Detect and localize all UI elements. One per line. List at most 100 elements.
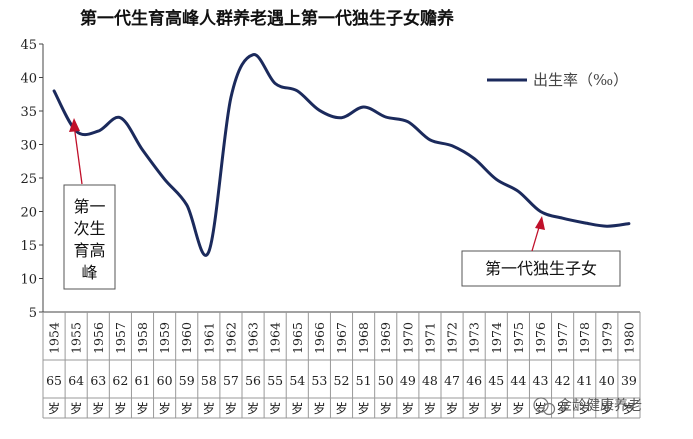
age-unit-label: 岁 [158, 401, 171, 416]
age-unit-label: 岁 [512, 401, 525, 416]
age-label: 62 [112, 373, 128, 388]
age-label: 39 [621, 373, 637, 388]
age-label: 58 [201, 373, 217, 388]
age-unit-label: 岁 [556, 401, 569, 416]
age-unit-label: 岁 [335, 401, 348, 416]
x-tick-label: 1954 [47, 322, 62, 354]
y-tick-label: 35 [20, 105, 37, 120]
age-label: 42 [555, 373, 571, 388]
x-tick-label: 1957 [113, 322, 128, 354]
age-unit-label: 岁 [490, 401, 503, 416]
age-label: 64 [68, 373, 84, 388]
x-tick-label: 1979 [599, 322, 614, 354]
age-label: 55 [267, 373, 283, 388]
age-unit-label: 岁 [136, 401, 149, 416]
chart-title: 第一代生育高峰人群养老遇上第一代独生子女赡养 [80, 8, 455, 29]
birth-rate-line [52, 53, 631, 257]
age-unit-label: 岁 [180, 401, 193, 416]
age-unit-label: 岁 [313, 401, 326, 416]
x-tick-label: 1972 [445, 322, 460, 354]
x-tick-label: 1975 [511, 322, 526, 354]
age-label: 41 [577, 373, 593, 388]
age-unit-label: 岁 [269, 401, 282, 416]
age-unit-label: 岁 [601, 401, 614, 416]
age-label: 54 [289, 373, 305, 388]
x-tick-label: 1955 [69, 322, 84, 354]
age-label: 45 [488, 373, 504, 388]
watermark: 金龄健康养老 [533, 397, 642, 416]
watermark-text: 金龄健康养老 [558, 397, 642, 414]
y-tick-label: 15 [20, 239, 37, 254]
annotation-box [461, 250, 621, 287]
age-label: 47 [444, 373, 460, 388]
age-label: 51 [356, 373, 372, 388]
annotation-line: 次生 [73, 219, 105, 238]
age-label: 48 [422, 373, 438, 388]
x-tick-label: 1977 [555, 322, 570, 354]
y-tick-label: 45 [20, 38, 37, 53]
x-tick-label: 1976 [533, 322, 548, 354]
age-label: 56 [245, 373, 261, 388]
x-tick-label: 1959 [157, 322, 172, 354]
y-tick-label: 40 [20, 72, 37, 87]
age-unit-label: 岁 [402, 401, 415, 416]
age-label: 57 [223, 373, 239, 388]
annotation-arrow [73, 124, 83, 185]
age-unit-label: 岁 [424, 401, 437, 416]
legend: 出生率（‰） [487, 71, 628, 89]
age-label: 63 [90, 373, 106, 388]
x-tick-label: 1978 [577, 322, 592, 354]
age-unit-label: 岁 [357, 401, 370, 416]
age-unit-label: 岁 [468, 401, 481, 416]
age-label: 65 [46, 373, 62, 388]
age-unit-label: 岁 [578, 401, 591, 416]
x-tick-label: 1958 [135, 322, 150, 354]
y-axis: 5 10 15 20 25 30 35 40 45 [20, 38, 44, 321]
x-tick-label: 1966 [312, 322, 327, 354]
y-tick-label: 30 [20, 139, 37, 154]
annotation-first-only-child: 第一代独生子女 [461, 216, 621, 287]
age-unit-label: 岁 [247, 401, 260, 416]
age-unit-label: 岁 [203, 401, 216, 416]
age-unit-label: 岁 [534, 401, 547, 416]
age-label: 50 [378, 373, 394, 388]
age-unit-label: 岁 [379, 401, 392, 416]
annotation-line: 育高 [73, 241, 105, 260]
x-tick-label: 1965 [290, 322, 305, 354]
age-unit-label: 岁 [291, 401, 304, 416]
age-label: 52 [334, 373, 350, 388]
wechat-icon [533, 397, 549, 413]
age-unit-label: 岁 [225, 401, 238, 416]
x-tick-label: 1980 [621, 322, 636, 354]
x-tick-label: 1969 [378, 322, 393, 354]
x-axis: 1954 1955 1956 1957 1958 1959 1960 1961 1962 1963… [43, 311, 640, 354]
age-label: 40 [599, 373, 615, 388]
x-tick-label: 1970 [400, 322, 415, 354]
x-tick-label: 1967 [334, 322, 349, 354]
age-label: 53 [311, 373, 327, 388]
age-label: 43 [533, 373, 549, 388]
x-tick-label: 1974 [489, 322, 504, 354]
age-label: 60 [157, 373, 173, 388]
age-label: 44 [510, 373, 526, 388]
age-unit-label: 岁 [623, 401, 636, 416]
age-unit-label: 岁 [114, 401, 127, 416]
arrowhead-icon [69, 118, 80, 132]
age-unit-label: 岁 [70, 401, 83, 416]
x-tick-label: 1964 [268, 322, 283, 354]
age-label: 46 [466, 373, 482, 388]
wechat-icon [542, 402, 556, 416]
y-tick-label: 20 [20, 206, 37, 221]
age-unit-label: 岁 [446, 401, 459, 416]
annotation-box [63, 184, 116, 290]
x-tick-label: 1962 [223, 322, 238, 354]
x-tick-label: 1956 [91, 322, 106, 354]
age-label: 49 [400, 373, 416, 388]
annotation-line: 第一 [73, 197, 105, 216]
y-tick-label: 10 [20, 273, 37, 288]
x-tick-label: 1963 [246, 322, 261, 354]
arrowhead-icon [535, 216, 545, 230]
x-tick-label: 1961 [201, 322, 216, 354]
x-tick-label: 1968 [356, 322, 371, 354]
